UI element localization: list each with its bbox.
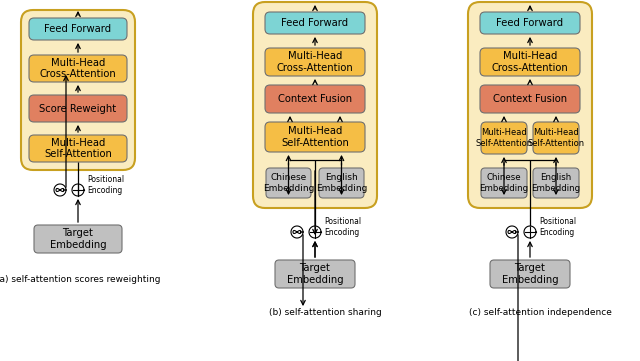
Text: Context Fusion: Context Fusion [278, 94, 352, 104]
Text: Context Fusion: Context Fusion [493, 94, 567, 104]
FancyBboxPatch shape [533, 168, 579, 198]
Text: (c) self-attention independence: (c) self-attention independence [468, 308, 611, 317]
FancyBboxPatch shape [319, 168, 364, 198]
FancyBboxPatch shape [480, 85, 580, 113]
FancyBboxPatch shape [468, 2, 592, 208]
Text: Chinese
Embedding: Chinese Embedding [479, 173, 529, 193]
FancyBboxPatch shape [533, 122, 579, 154]
Text: (a) self-attention scores reweighting: (a) self-attention scores reweighting [0, 275, 160, 284]
Text: Chinese
Embedding: Chinese Embedding [263, 173, 314, 193]
Text: Multi-Head
Cross-Attention: Multi-Head Cross-Attention [276, 51, 353, 73]
Text: Multi-Head
Self-Attention: Multi-Head Self-Attention [527, 128, 584, 148]
FancyBboxPatch shape [253, 2, 377, 208]
Text: Multi-Head
Self-Attention: Multi-Head Self-Attention [476, 128, 532, 148]
Text: Target
Embedding: Target Embedding [50, 228, 106, 250]
Text: Target
Embedding: Target Embedding [287, 263, 343, 285]
FancyBboxPatch shape [265, 12, 365, 34]
Text: Multi-Head
Cross-Attention: Multi-Head Cross-Attention [492, 51, 568, 73]
Text: English
Embedding: English Embedding [531, 173, 580, 193]
FancyBboxPatch shape [21, 10, 135, 170]
FancyBboxPatch shape [265, 48, 365, 76]
FancyBboxPatch shape [481, 168, 527, 198]
FancyBboxPatch shape [29, 55, 127, 82]
Text: Multi-Head
Self-Attention: Multi-Head Self-Attention [281, 126, 349, 148]
FancyBboxPatch shape [29, 135, 127, 162]
Text: (b) self-attention sharing: (b) self-attention sharing [269, 308, 381, 317]
Text: Feed Forward: Feed Forward [282, 18, 349, 28]
FancyBboxPatch shape [266, 168, 311, 198]
Text: Score Reweight: Score Reweight [40, 104, 116, 113]
FancyBboxPatch shape [481, 122, 527, 154]
FancyBboxPatch shape [29, 18, 127, 40]
Text: Target
Embedding: Target Embedding [502, 263, 558, 285]
FancyBboxPatch shape [480, 48, 580, 76]
Text: Positional
Encoding: Positional Encoding [324, 217, 361, 237]
Text: Feed Forward: Feed Forward [44, 24, 111, 34]
Text: Multi-Head
Self-Attention: Multi-Head Self-Attention [44, 138, 112, 159]
Text: Positional
Encoding: Positional Encoding [539, 217, 576, 237]
Text: Positional
Encoding: Positional Encoding [87, 175, 124, 195]
Text: English
Embedding: English Embedding [316, 173, 367, 193]
FancyBboxPatch shape [275, 260, 355, 288]
FancyBboxPatch shape [29, 95, 127, 122]
FancyBboxPatch shape [265, 85, 365, 113]
Text: Feed Forward: Feed Forward [497, 18, 564, 28]
Text: Multi-Head
Cross-Attention: Multi-Head Cross-Attention [40, 58, 116, 79]
FancyBboxPatch shape [34, 225, 122, 253]
FancyBboxPatch shape [490, 260, 570, 288]
FancyBboxPatch shape [480, 12, 580, 34]
FancyBboxPatch shape [265, 122, 365, 152]
